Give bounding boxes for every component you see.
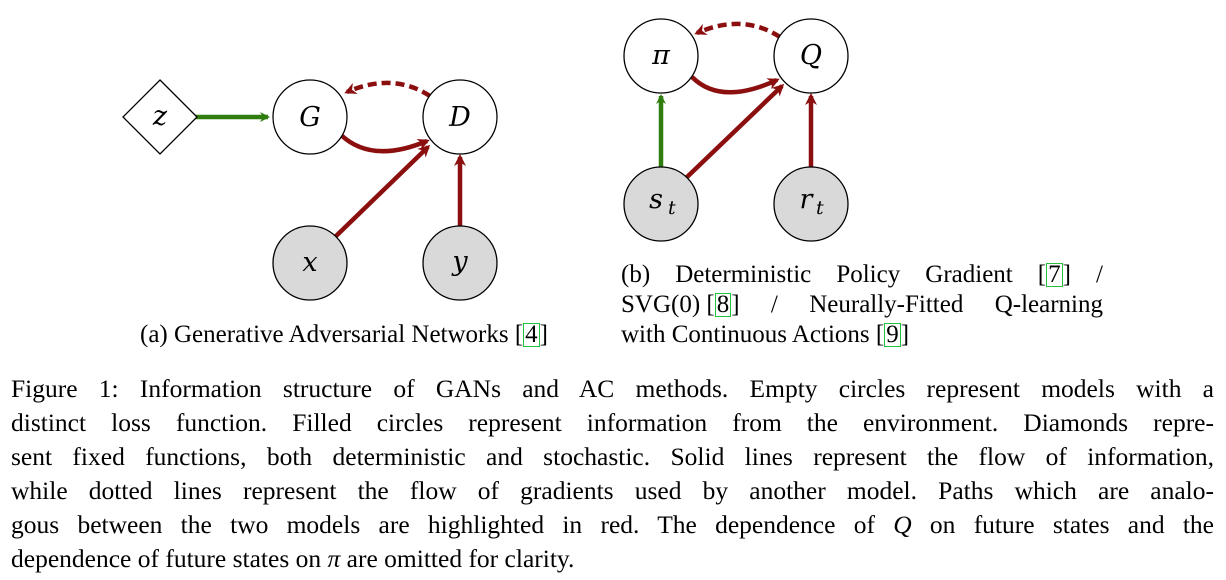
gradient-q-to-pi <box>694 21 782 39</box>
subcaption-a: (a) Generative Adversarial Networks [4] <box>140 321 548 348</box>
figure-caption: Figure 1: Information structure of GANs … <box>11 372 1214 576</box>
gradient-d-to-g <box>344 80 432 98</box>
node-x-label: x <box>302 247 317 278</box>
node-g: G <box>272 79 348 155</box>
citation-link[interactable]: 4 <box>523 321 540 348</box>
subcaption-b: (b) Deterministic Policy Gradient [7] / … <box>621 260 1103 350</box>
node-d-label: D <box>448 102 471 133</box>
edge-x-to-d <box>332 144 431 240</box>
node-pi: π <box>623 18 699 94</box>
citation-link[interactable]: 7 <box>1046 261 1063 288</box>
node-q-label: Q <box>800 40 822 71</box>
edge-s-to-q <box>684 83 785 180</box>
caption-line: gous between the two models are highligh… <box>11 510 1215 539</box>
node-s-subscript: t <box>668 197 676 219</box>
citation-link[interactable]: 9 <box>884 321 901 348</box>
node-d: D <box>422 79 498 155</box>
node-y: y <box>422 225 498 301</box>
node-q: Q <box>773 18 849 94</box>
figure-diagrams: z G D x y π Q <box>122 18 849 301</box>
math-pi: π <box>327 544 341 573</box>
subcaption-b-line-2: SVG(0) [8] / Neurally-Fitted Q-learning <box>621 291 1103 318</box>
edge-g-to-d <box>339 133 430 154</box>
node-z-label: z <box>152 101 168 132</box>
node-x: x <box>272 225 348 301</box>
diagram-b: π Q s t r t <box>623 18 849 242</box>
node-s-label: s <box>649 184 663 215</box>
edge-pi-to-q <box>690 75 780 95</box>
node-z: z <box>122 79 198 155</box>
node-r-label: r <box>800 184 815 215</box>
caption-line: Figure 1: Information structure of GANs … <box>11 374 1214 403</box>
node-r: r t <box>773 166 849 242</box>
caption-line: while dotted lines represent the flow of… <box>11 476 1214 505</box>
node-y-label: y <box>451 246 468 277</box>
node-r-subscript: t <box>816 197 824 219</box>
diagram-a: z G D x y <box>122 79 498 301</box>
node-s: s t <box>623 166 699 242</box>
node-pi-label: π <box>651 40 671 71</box>
subcaption-b-line-3: with Continuous Actions [9] <box>621 321 910 348</box>
math-q: Q <box>893 510 912 539</box>
caption-line: sent fixed functions, both deterministic… <box>11 442 1214 471</box>
caption-line: dependence of future states on π are omi… <box>11 544 575 573</box>
citation-link[interactable]: 8 <box>714 291 732 318</box>
caption-line: distinct loss function. Filled circles r… <box>11 408 1214 437</box>
subcaption-b-line-1: (b) Deterministic Policy Gradient [7] / <box>621 261 1103 288</box>
node-g-label: G <box>299 102 321 133</box>
